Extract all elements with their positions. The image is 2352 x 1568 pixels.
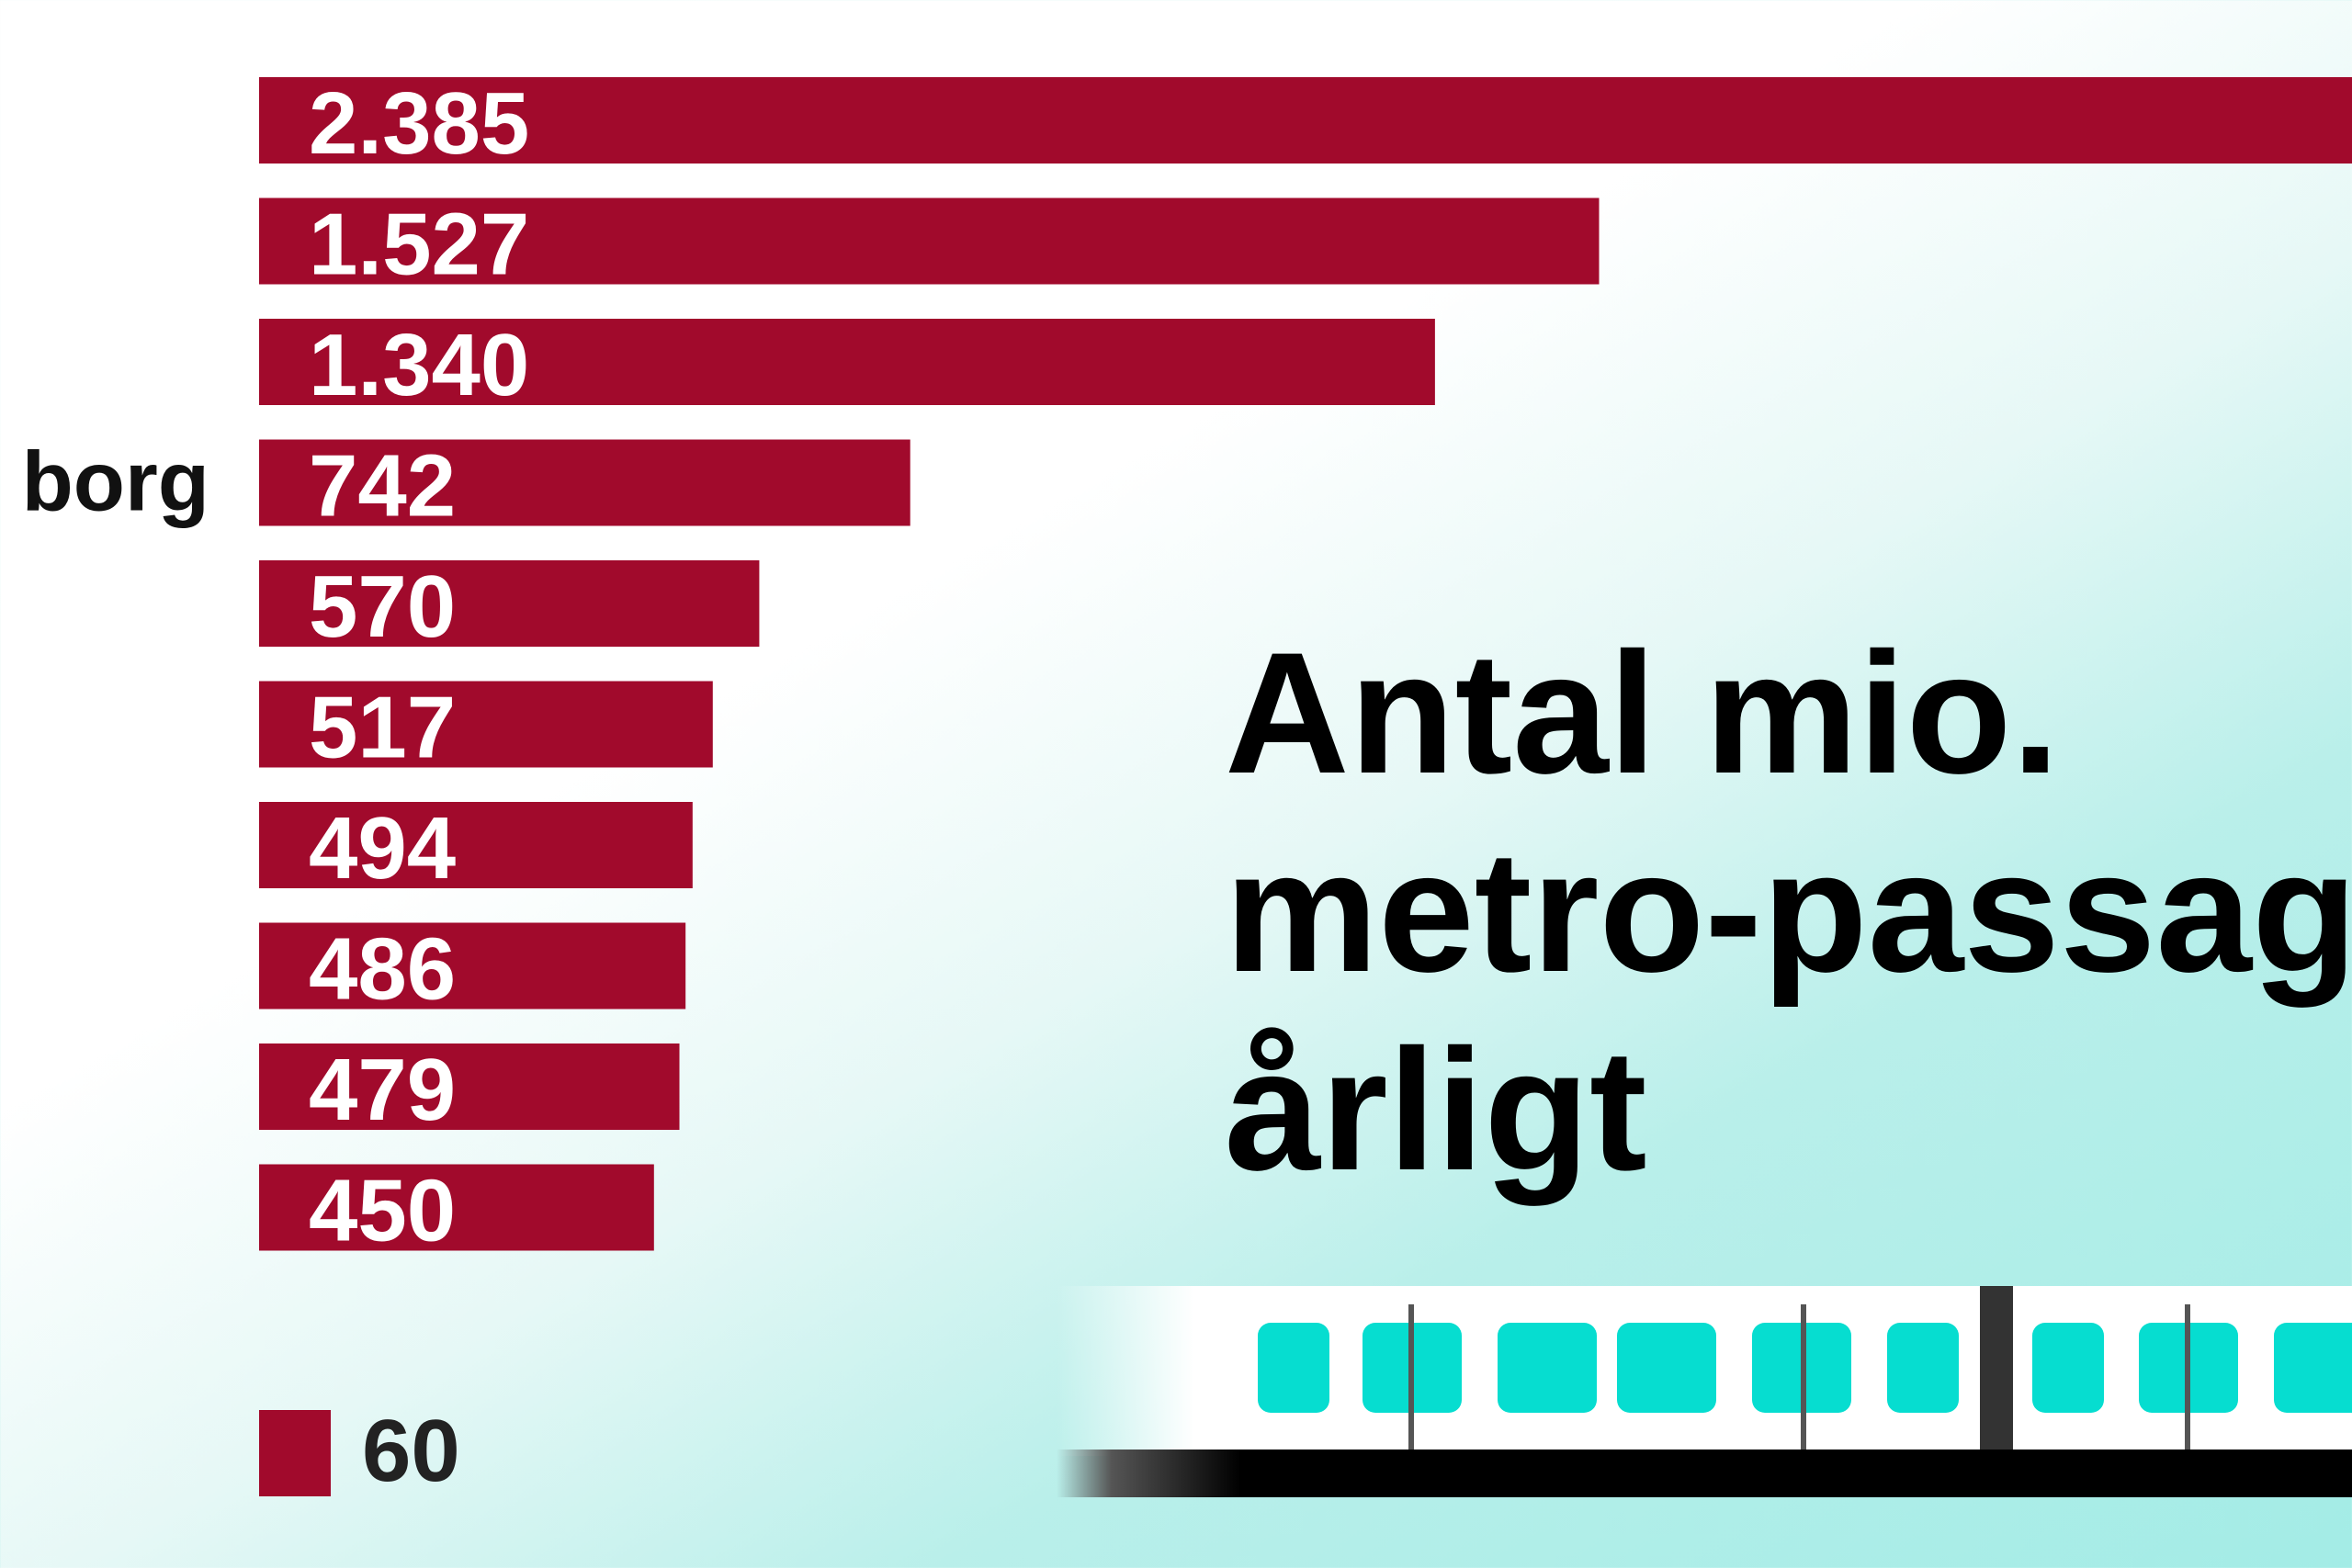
bar-value-label: 486 [309,920,456,1019]
bar [259,197,1600,285]
bar-value-label: 450 [309,1162,456,1260]
bar [259,802,693,888]
bar-value-label: 742 [309,437,456,536]
bar [259,560,760,647]
train-door-line [1801,1304,1806,1451]
bar [259,1164,654,1251]
chart-title: Antal mio. metro-passag årligt [1225,616,2352,1206]
legend-swatch [259,1410,331,1496]
bar [259,922,686,1010]
bar-value-label: 517 [309,679,456,777]
bar [259,77,2352,164]
bar [259,681,713,768]
train-floor [1057,1450,2352,1497]
train-window [1617,1323,1716,1413]
metro-train-icon [1057,1286,2352,1506]
train-window [2274,1323,2352,1413]
train-door-line [1408,1304,1414,1451]
train-window [1258,1323,1329,1413]
train-window [1887,1323,1959,1413]
legend-label: 60 [362,1402,460,1500]
bar-value-label: 494 [309,799,456,897]
bar-value-label: 479 [309,1041,456,1139]
category-label: borg [22,435,209,529]
train-window [2032,1323,2104,1413]
bar-value-label: 2.385 [309,74,529,173]
train-door-line [2185,1304,2190,1451]
bar [259,439,910,526]
train-door [1980,1286,2013,1456]
bar [259,319,1435,405]
bar [259,1043,680,1130]
train-window [1498,1323,1597,1413]
bar-value-label: 1.527 [309,196,529,294]
bar-value-label: 570 [309,558,456,656]
bar-value-label: 1.340 [309,316,529,414]
